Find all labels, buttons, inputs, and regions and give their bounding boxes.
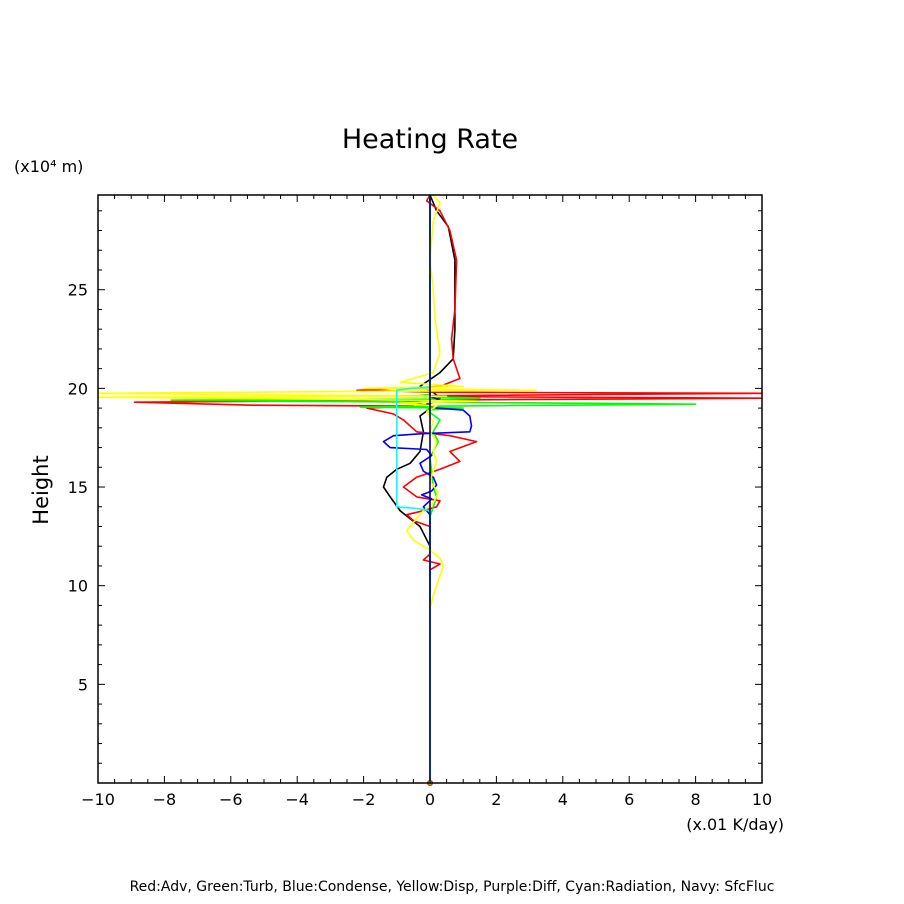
x-tick-label: 2: [491, 790, 501, 809]
series-line-red: [133, 194, 763, 783]
series-line-black: [382, 194, 456, 783]
series-line-yellow: [97, 194, 537, 783]
x-tick-label: 0: [425, 790, 435, 809]
y-unit-label: (x10⁴ m): [14, 157, 83, 176]
y-tick-label: 20: [68, 379, 88, 398]
x-tick-label: 10: [752, 790, 772, 809]
x-tick-label: −4: [285, 790, 309, 809]
x-tick-label: −8: [153, 790, 177, 809]
series-line-cyan: [396, 195, 431, 783]
plot-frame: [97, 194, 763, 784]
series-line-green: [170, 195, 697, 783]
x-tick-label: 8: [691, 790, 701, 809]
ticks-layer: −10 −8 −6 −4 −2 0 2 4 6 8 10 5 10 15 20 25: [68, 195, 772, 809]
y-tick-label: 10: [68, 577, 88, 596]
legend-footer: Red:Adv, Green:Turb, Blue:Condense, Yell…: [130, 879, 775, 895]
x-tick-label: 6: [624, 790, 634, 809]
x-tick-label: 4: [558, 790, 568, 809]
series-layer: [97, 194, 763, 786]
y-tick-label: 15: [68, 478, 88, 497]
x-tick-label: −10: [81, 790, 115, 809]
y-axis-label: Height: [29, 455, 53, 524]
series-line-blue: [382, 195, 473, 783]
x-tick-label: −2: [352, 790, 376, 809]
chart-title: Heating Rate: [342, 124, 518, 155]
x-axis-label: (x.01 K/day): [686, 815, 784, 834]
y-tick-label: 25: [68, 281, 88, 300]
y-tick-label: 5: [78, 675, 88, 694]
x-tick-label: −6: [219, 790, 243, 809]
